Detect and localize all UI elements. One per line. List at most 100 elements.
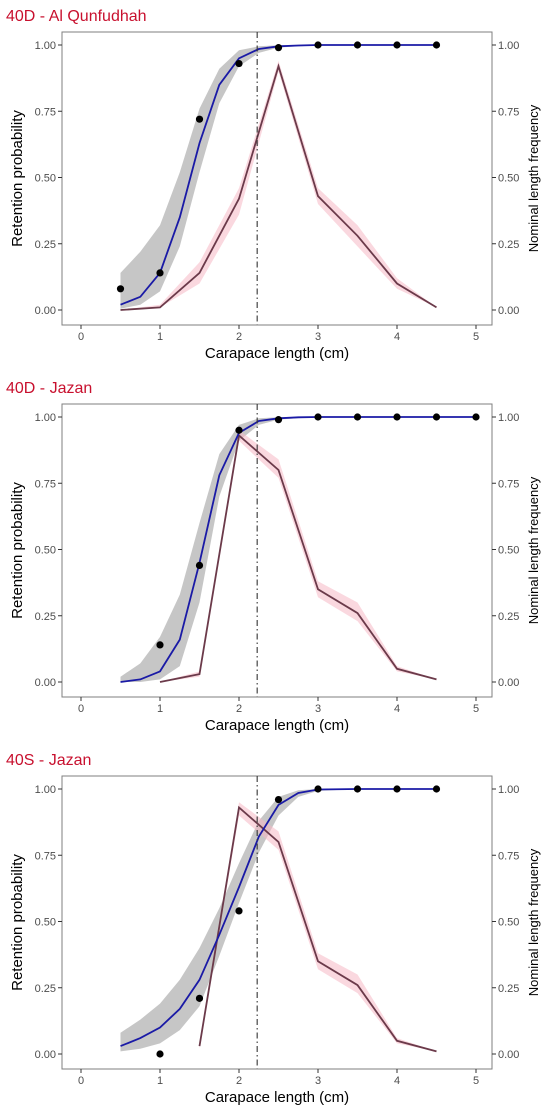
- x-axis-label: Carapace length (cm): [205, 1089, 349, 1106]
- y-tick-label: 0.00: [35, 1049, 56, 1061]
- observed-point: [274, 796, 283, 804]
- x-tick-label: 3: [315, 1075, 321, 1087]
- y-tick-label: 1.00: [35, 412, 56, 424]
- x-tick-label: 1: [157, 703, 163, 715]
- retention-ci-band: [120, 417, 476, 682]
- observed-point: [393, 413, 401, 421]
- y2-tick-label: 1.00: [498, 412, 519, 424]
- y-tick-label: 0.00: [35, 305, 56, 317]
- y2-tick-label: 0.75: [498, 478, 519, 490]
- x-tick-label: 1: [157, 331, 163, 343]
- y-tick-label: 0.25: [35, 239, 56, 251]
- observed-point: [393, 41, 401, 49]
- observed-point: [156, 269, 164, 277]
- frequency-line: [159, 433, 437, 683]
- x-tick-label: 5: [473, 331, 479, 343]
- observed-point: [353, 785, 362, 793]
- x-tick-label: 5: [473, 1075, 479, 1087]
- y-tick-label: 0.50: [35, 917, 56, 929]
- y2-axis-label: Nominal length frequency: [526, 104, 541, 252]
- x-tick-label: 3: [315, 331, 321, 343]
- observed-point: [195, 561, 204, 569]
- y2-axis-label: Nominal length frequency: [526, 476, 541, 624]
- y2-tick-label: 1.00: [498, 784, 519, 796]
- x-tick-label: 0: [78, 331, 84, 343]
- y2-tick-label: 0.50: [498, 173, 519, 185]
- retention-ci-band: [120, 789, 437, 1052]
- observed-point: [156, 1050, 164, 1058]
- observed-point: [235, 59, 243, 68]
- observed-point: [116, 285, 125, 293]
- chart-svg-2: 40D - Jazan 0 1 2 3 4 5 0.00 0.25 0.50 0.75 1.00 0.0…: [6, 380, 541, 734]
- y2-tick-label: 0.25: [498, 983, 519, 995]
- observed-point: [235, 426, 243, 434]
- x-tick-label: 1: [157, 1075, 163, 1087]
- x-axis-label: Carapace length (cm): [205, 717, 349, 734]
- x-tick-label: 5: [473, 703, 479, 715]
- y2-axis-label: Nominal length frequency: [526, 848, 541, 996]
- chart-panel-1: 40D - Al Qunfudhah 0 1 2 3 4 5 0.00 0.25 0.50 0.75…: [0, 0, 550, 372]
- y-tick-label: 1.00: [35, 784, 56, 796]
- y-axis-label: Retention probability: [9, 110, 26, 247]
- y-tick-label: 0.75: [35, 850, 56, 862]
- y2-tick-label: 0.00: [498, 677, 519, 689]
- observed-point: [274, 416, 283, 424]
- y2-tick-label: 1.00: [498, 40, 519, 52]
- chart-panel-3: 40S - Jazan 0 1 2 3 4 5 0.00 0.25 0.50 0.75 1.00 0.0…: [0, 744, 550, 1116]
- observed-point: [472, 413, 480, 421]
- observed-point: [156, 641, 164, 649]
- y-axis-label: Retention probability: [9, 482, 26, 619]
- x-axis-label: Carapace length (cm): [205, 345, 349, 362]
- observed-point: [195, 994, 204, 1002]
- y-tick-label: 0.25: [35, 983, 56, 995]
- y2-tick-label: 0.00: [498, 1049, 519, 1061]
- chart-title: 40D - Jazan: [6, 380, 92, 397]
- x-tick-label: 0: [78, 703, 84, 715]
- frequency-line: [120, 63, 437, 311]
- chart-panel-2: 40D - Jazan 0 1 2 3 4 5 0.00 0.25 0.50 0.75 1.00 0.0…: [0, 372, 550, 744]
- y2-tick-label: 0.00: [498, 305, 519, 317]
- y-tick-label: 0.75: [35, 106, 56, 118]
- x-tick-label: 4: [394, 703, 400, 715]
- observed-point: [432, 41, 441, 49]
- y-axis-label: Retention probability: [9, 854, 26, 991]
- observed-point: [353, 413, 362, 421]
- y2-tick-label: 0.50: [498, 917, 519, 929]
- plot-frame: [61, 775, 493, 1070]
- y2-tick-label: 0.75: [498, 850, 519, 862]
- chart-title: 40S - Jazan: [6, 752, 91, 769]
- chart-svg-1: 40D - Al Qunfudhah 0 1 2 3 4 5 0.00 0.25 0.50 0.75…: [6, 8, 541, 362]
- observed-point: [274, 44, 283, 52]
- y-tick-label: 1.00: [35, 40, 56, 52]
- retention-curve: [120, 788, 437, 1047]
- y2-tick-label: 0.25: [498, 611, 519, 623]
- x-tick-label: 3: [315, 703, 321, 715]
- x-tick-label: 2: [236, 703, 242, 715]
- observed-point: [353, 41, 362, 49]
- observed-point: [393, 785, 401, 793]
- chart-title: 40D - Al Qunfudhah: [6, 8, 147, 25]
- x-tick-label: 4: [394, 1075, 400, 1087]
- plot-frame: [61, 403, 493, 698]
- x-tick-label: 2: [236, 331, 242, 343]
- chart-svg-3: 40S - Jazan 0 1 2 3 4 5 0.00 0.25 0.50 0.75 1.00 0.0…: [6, 752, 541, 1106]
- y-tick-label: 0.00: [35, 677, 56, 689]
- observed-point: [314, 413, 322, 421]
- retention-curve: [120, 44, 437, 306]
- y2-tick-label: 0.75: [498, 106, 519, 118]
- retention-curve: [120, 416, 476, 683]
- y2-tick-label: 0.50: [498, 545, 519, 557]
- observed-point: [314, 41, 322, 49]
- y-tick-label: 0.75: [35, 478, 56, 490]
- observed-point: [432, 785, 441, 793]
- y-tick-label: 0.50: [35, 173, 56, 185]
- y-tick-label: 0.25: [35, 611, 56, 623]
- y2-tick-label: 0.25: [498, 239, 519, 251]
- x-tick-label: 4: [394, 331, 400, 343]
- x-tick-label: 2: [236, 1075, 242, 1087]
- frequency-line: [198, 805, 437, 1053]
- observed-point: [314, 785, 322, 793]
- observed-point: [235, 907, 243, 915]
- retention-ci-band: [120, 45, 437, 309]
- frequency-ci-band: [120, 60, 437, 311]
